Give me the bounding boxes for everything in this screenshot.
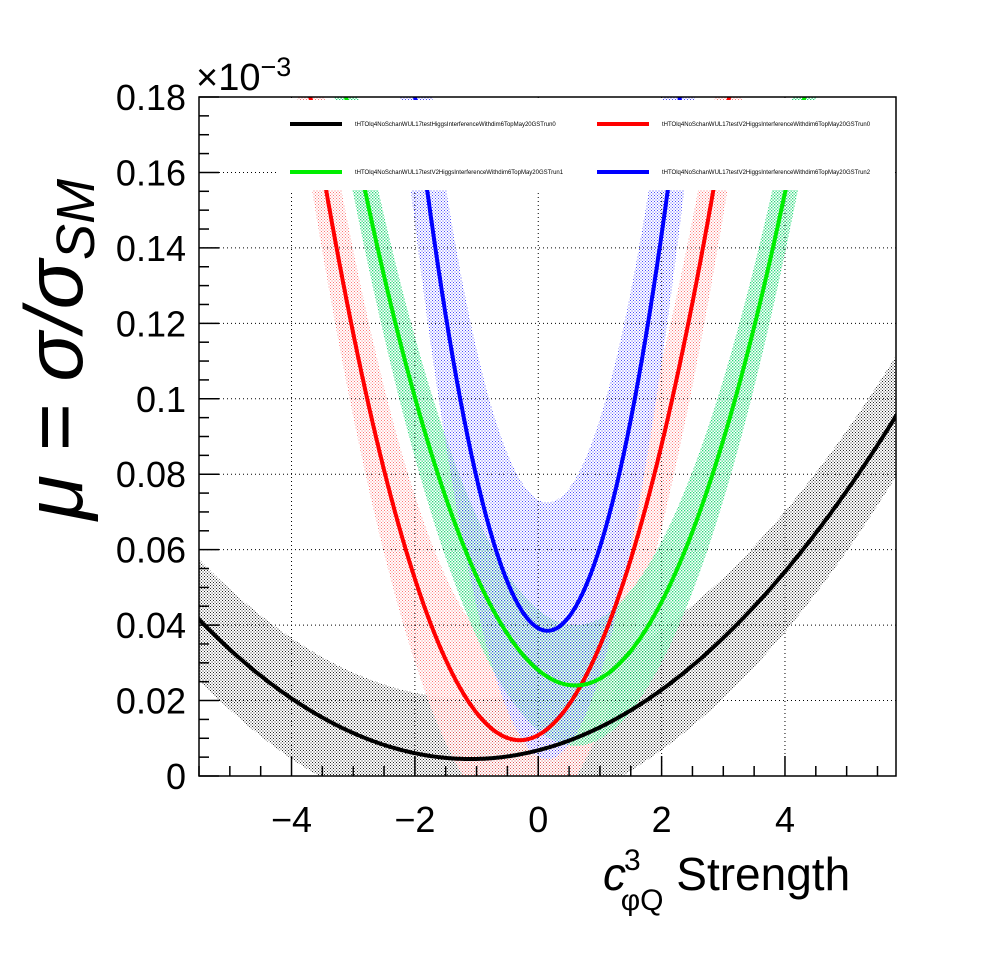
series-line-1 [308, 97, 732, 743]
y-tick-label: 0.18 [116, 77, 186, 118]
y-multiplier: ×10−3 [196, 52, 291, 99]
legend: tHTOlq4NoSchanWUL17testHiggsInterference… [278, 100, 893, 190]
x-tick-label: 0 [528, 799, 548, 840]
legend-box [278, 100, 893, 190]
x-axis-title: c3 φQ Strength [603, 844, 850, 917]
x-tick-label: 2 [652, 799, 672, 840]
y-tick-label: 0.16 [116, 152, 186, 193]
y-tick-label: 0.1 [136, 379, 186, 420]
x-tick-label: 4 [775, 799, 795, 840]
legend-label-3: tHTOlq4NoSchanWUL17testV2HiggsInterferen… [662, 170, 871, 176]
axis-ticks: −4 −2 0 2 4 0 0.02 0.04 0.06 0.08 0.1 0.12 0.14 0.16 0… [116, 77, 879, 840]
y-axis-title: μ = σ/σSM [9, 179, 106, 522]
uncertainty-band-0 [199, 355, 896, 776]
y-axis-title-main: μ = σ/σ [9, 256, 100, 522]
uncertainty-band-2 [334, 97, 816, 746]
x-tick-label: −2 [394, 799, 435, 840]
y-axis-title-sub: SM [46, 179, 106, 260]
series-line-0 [199, 412, 896, 761]
y-tick-label: 0.08 [116, 454, 186, 495]
series-line-3 [413, 97, 682, 633]
legend-label-1: tHTOlq4NoSchanWUL17testV2HiggsInterferen… [662, 122, 871, 128]
y-tick-label: 0.04 [116, 605, 186, 646]
y-tick-label: 0.12 [116, 303, 186, 344]
y-tick-label: 0.14 [116, 228, 186, 269]
x-tick-label: −4 [271, 799, 312, 840]
legend-label-0: tHTOlq4NoSchanWUL17testHiggsInterference… [355, 122, 556, 128]
y-tick-label: 0.06 [116, 530, 186, 571]
y-tick-label: 0 [166, 756, 186, 797]
y-tick-label: 0.02 [116, 681, 186, 722]
legend-label-2: tHTOlq4NoSchanWUL17testV2HiggsInterferen… [355, 170, 564, 176]
